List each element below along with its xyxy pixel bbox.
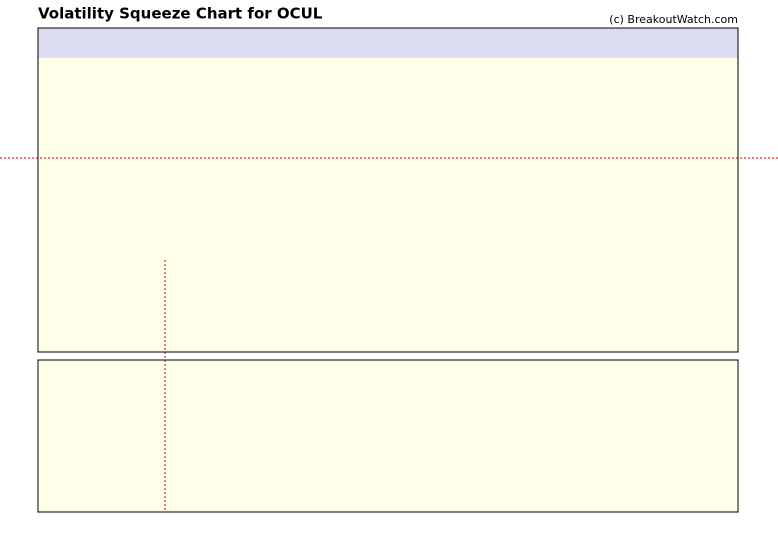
squeeze-frame bbox=[37, 359, 739, 513]
squeeze-panel bbox=[38, 360, 738, 512]
chart-title: Volatility Squeeze Chart for OCUL bbox=[38, 5, 323, 23]
legend-box bbox=[38, 28, 738, 58]
source: (c) BreakoutWatch.com bbox=[609, 13, 738, 26]
price-frame bbox=[37, 27, 739, 353]
price-panel bbox=[38, 28, 738, 352]
